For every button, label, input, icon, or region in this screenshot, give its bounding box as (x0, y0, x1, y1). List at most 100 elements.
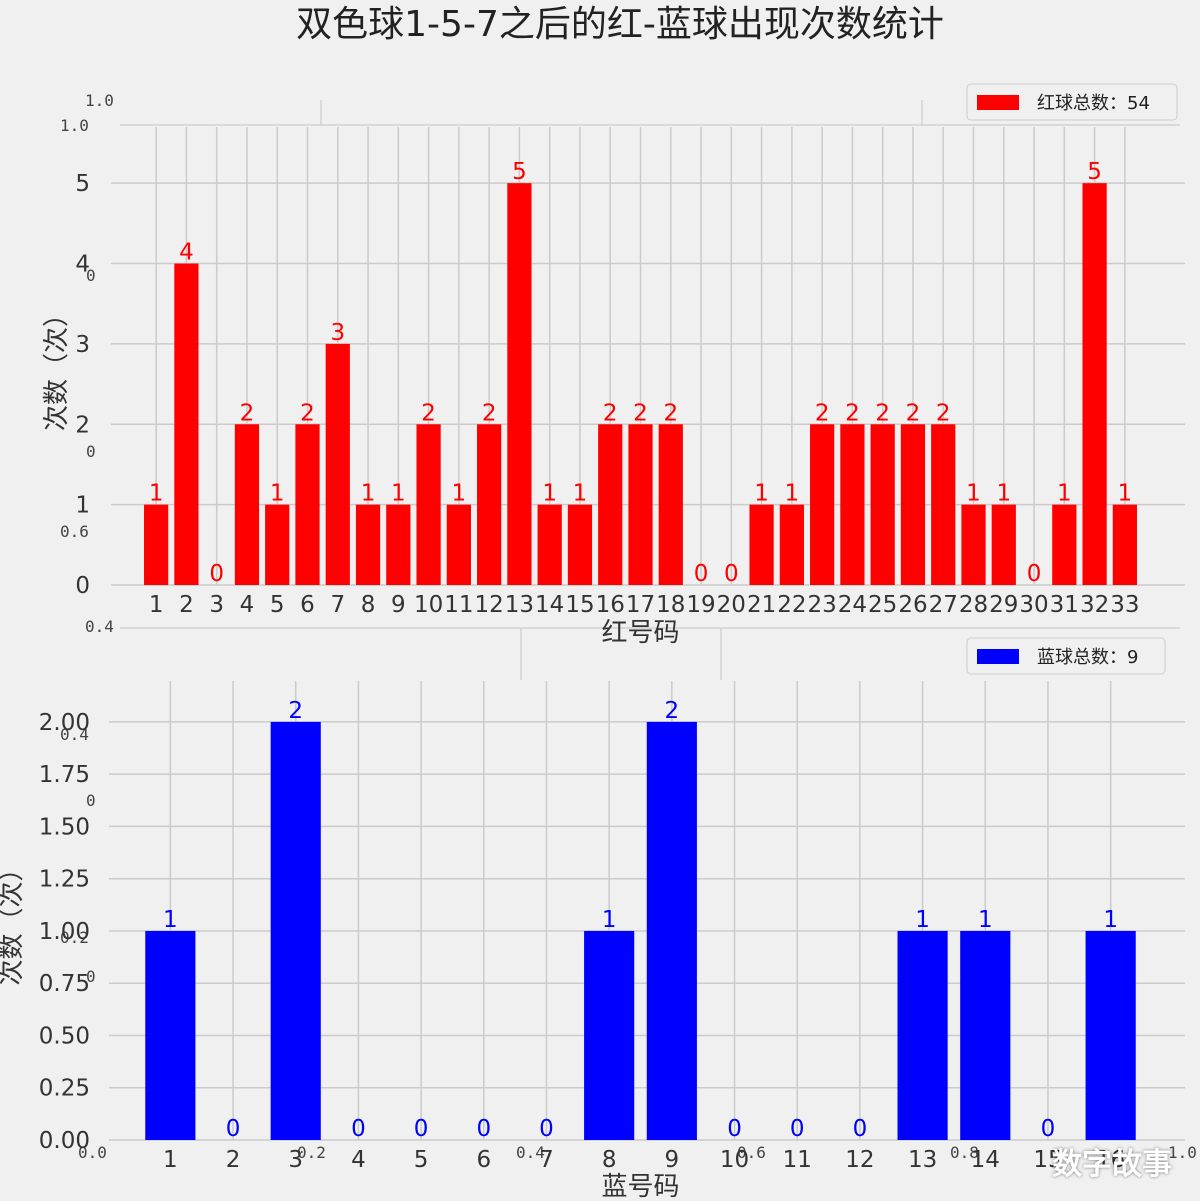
y-axis-label: 次数（次） (42, 301, 72, 431)
y-tick-label: 2.00 (39, 710, 90, 736)
ghost-axis-label: 0.8 (950, 1143, 979, 1162)
x-tick-label: 14 (971, 1147, 1000, 1173)
ghost-axis-label: 0.4 (516, 1143, 545, 1162)
legend-label: 红球总数：54 (1037, 93, 1150, 114)
bar (270, 721, 321, 1140)
bar (749, 504, 774, 585)
bar (145, 930, 196, 1140)
data-label: 2 (815, 400, 830, 426)
data-label: 0 (414, 1116, 429, 1142)
x-tick-label: 31 (1050, 592, 1079, 618)
y-tick-label: 5 (75, 171, 90, 197)
x-tick-label: 12 (474, 592, 503, 618)
x-tick-label: 17 (626, 592, 655, 618)
ghost-axis-label: 1.0 (85, 91, 114, 110)
x-tick-label: 5 (414, 1147, 429, 1173)
x-tick-label: 10 (414, 592, 443, 618)
data-label: 1 (978, 907, 993, 933)
y-tick-label: 1 (75, 493, 90, 519)
x-tick-label: 30 (1019, 592, 1048, 618)
x-tick-label: 27 (929, 592, 958, 618)
bar (598, 424, 623, 585)
x-tick-label: 11 (444, 592, 473, 618)
data-label: 2 (663, 400, 678, 426)
x-tick-label: 18 (656, 592, 685, 618)
bar (810, 424, 835, 585)
data-label: 1 (754, 481, 769, 507)
bar (900, 424, 926, 585)
y-tick-label: 1.00 (39, 919, 90, 945)
data-label: 1 (361, 481, 376, 507)
x-tick-label: 16 (1096, 1147, 1125, 1173)
ghost-axis-label: 0 (86, 967, 96, 986)
x-tick-label: 32 (1080, 592, 1109, 618)
y-tick-label: 0 (75, 573, 90, 599)
data-label: 1 (452, 481, 467, 507)
y-tick-label: 1.75 (39, 762, 90, 788)
legend-swatch (977, 95, 1019, 110)
x-axis-label: 蓝号码 (601, 1172, 679, 1201)
data-label: 0 (209, 561, 224, 587)
ghost-axis-label: 0 (86, 442, 96, 461)
data-label: 1 (915, 907, 930, 933)
data-label: 1 (785, 481, 800, 507)
x-tick-label: 6 (476, 1147, 491, 1173)
x-tick-label: 13 (908, 1147, 937, 1173)
ghost-axis-label: 0.0 (78, 1143, 107, 1162)
x-tick-label: 10 (720, 1147, 749, 1173)
y-tick-label: 0.25 (39, 1076, 90, 1102)
blue-ball-chart: 0.000.250.500.751.001.251.501.752.001102… (0, 637, 1185, 1201)
bar (446, 504, 471, 585)
x-tick-label: 9 (665, 1147, 680, 1173)
x-tick-label: 1 (163, 1147, 178, 1173)
data-label: 1 (1103, 907, 1118, 933)
data-label: 1 (149, 481, 164, 507)
data-label: 2 (240, 400, 255, 426)
x-tick-label: 26 (898, 592, 927, 618)
data-label: 1 (1057, 481, 1072, 507)
bar (174, 263, 199, 585)
x-tick-label: 19 (686, 592, 715, 618)
bar (416, 424, 441, 585)
data-label: 2 (665, 698, 680, 724)
data-label: 0 (727, 1116, 742, 1142)
bar (295, 424, 320, 585)
x-tick-label: 5 (270, 592, 285, 618)
data-label: 0 (694, 561, 709, 587)
data-label: 0 (476, 1116, 491, 1142)
red-ball-chart: 0123451142032415263718192101112125131141… (42, 83, 1185, 648)
x-tick-label: 16 (596, 592, 625, 618)
legend-label: 蓝球总数：9 (1037, 647, 1138, 668)
x-tick-label: 20 (717, 592, 746, 618)
x-tick-label: 14 (535, 592, 564, 618)
x-tick-label: 25 (868, 592, 897, 618)
bar (991, 504, 1016, 585)
ghost-axis-label: 0.6 (60, 522, 89, 541)
bar (646, 721, 697, 1140)
x-tick-label: 4 (240, 592, 255, 618)
bar (1082, 183, 1107, 585)
data-label: 2 (845, 400, 860, 426)
x-tick-label: 23 (807, 592, 836, 618)
bar (507, 183, 532, 585)
bar (960, 930, 1011, 1140)
data-label: 2 (421, 400, 436, 426)
data-label: 4 (179, 240, 194, 266)
data-label: 0 (226, 1116, 241, 1142)
x-tick-label: 4 (351, 1147, 366, 1173)
bar (840, 424, 865, 585)
ghost-axis-label: 0.2 (60, 928, 89, 947)
bar (265, 504, 290, 585)
data-label: 0 (790, 1116, 805, 1142)
data-label: 5 (512, 159, 527, 185)
ghost-axis-label: 0.6 (737, 1143, 766, 1162)
x-tick-label: 3 (209, 592, 224, 618)
data-label: 2 (288, 698, 303, 724)
data-label: 1 (542, 481, 557, 507)
ghost-axis-label: 0 (86, 791, 96, 810)
ghost-axis-label: 1.0 (1168, 1143, 1197, 1162)
data-label: 2 (875, 400, 890, 426)
bar (144, 504, 169, 585)
data-label: 2 (906, 400, 921, 426)
